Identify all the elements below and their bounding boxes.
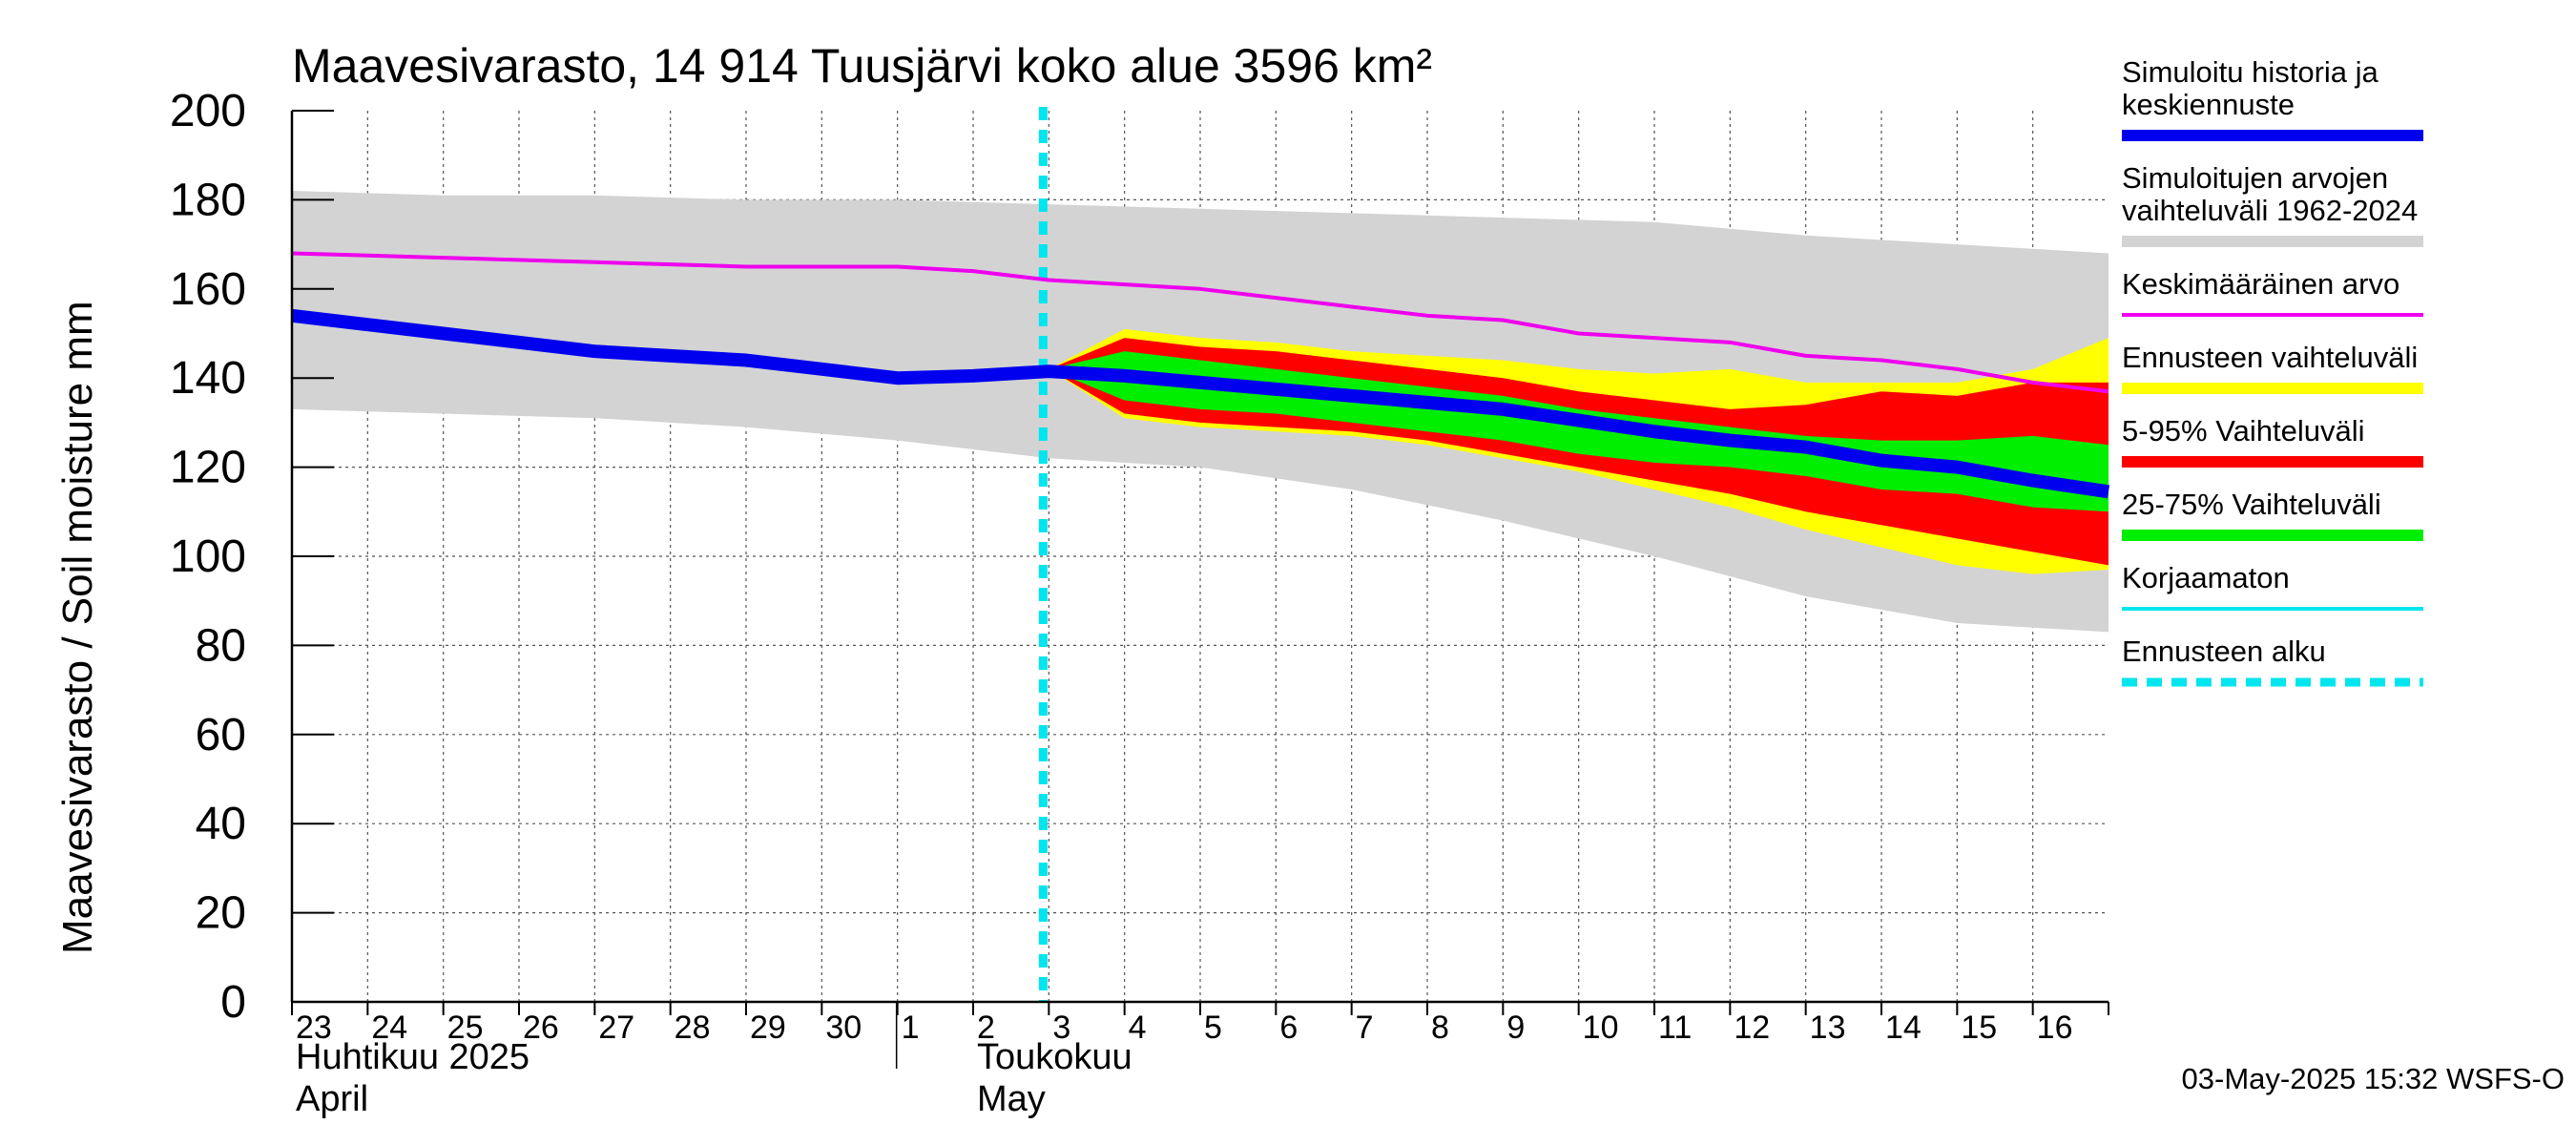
y-tick-labels: 0 20 40 60 80 100 120 140 160 180 200 (170, 86, 246, 1028)
y-tick-label: 20 (196, 888, 246, 939)
x-tick-label: 8 (1431, 1010, 1449, 1046)
x-tick-label: 2 (977, 1010, 995, 1046)
y-axis-label: Maavesivarasto / Soil moisture mm (54, 301, 101, 954)
legend-label: keskiennuste (2122, 88, 2295, 121)
legend-label: Ennusteen vaihteluväli (2122, 341, 2418, 374)
x-tick-label: 11 (1658, 1010, 1692, 1046)
x-tick-label: 12 (1734, 1010, 1770, 1046)
x-tick-label: 9 (1506, 1010, 1525, 1046)
y-tick-label: 80 (196, 620, 246, 671)
x-tick-label: 6 (1279, 1010, 1298, 1046)
x-tick-label: 26 (523, 1010, 559, 1046)
series-line-0 (291, 251, 2109, 394)
legend-label: 25-75% Vaihteluväli (2122, 488, 2381, 521)
x-tick-label: 7 (1356, 1010, 1374, 1046)
x-tick-label: 14 (1885, 1010, 1922, 1046)
legend-label: Simuloitu historia ja (2122, 55, 2379, 89)
y-tick-label: 120 (170, 443, 246, 493)
x-tick-label: 23 (296, 1010, 332, 1046)
x-tick-label: 29 (750, 1010, 786, 1046)
y-tick-label: 100 (170, 531, 246, 582)
x-tick-label: 4 (1129, 1010, 1147, 1046)
month-label-fi: Toukokuu (977, 1037, 1132, 1077)
chart-title: Maavesivarasto, 14 914 Tuusjärvi koko al… (292, 39, 1432, 93)
x-tick-label: 30 (825, 1010, 862, 1046)
lines (291, 107, 2110, 1002)
series-line-2 (291, 308, 2110, 499)
x-tick-label: 13 (1810, 1010, 1846, 1046)
x-tick-labels: 23 24 25 26 27 28 29 30 1 2 3 4 5 6 7 8 9 10 11 12 13 14 15 16 (296, 1010, 2072, 1046)
x-tick-label: 10 (1583, 1010, 1619, 1046)
y-tick-label: 140 (170, 353, 246, 404)
x-tick-label: 1 (902, 1010, 920, 1046)
legend-label: Simuloitujen arvojen (2122, 161, 2388, 195)
x-tick-label: 25 (447, 1010, 484, 1046)
legend-label: Keskimääräinen arvo (2122, 267, 2399, 301)
axes (290, 110, 2109, 1069)
x-tick-label: 24 (371, 1010, 407, 1046)
legend-label: Ennusteen alku (2122, 635, 2326, 668)
x-tick-label: 16 (2037, 1010, 2073, 1046)
footer-timestamp: 03-May-2025 15:32 WSFS-O (2182, 1062, 2565, 1095)
y-tick-label: 180 (170, 175, 246, 225)
y-tick-label: 200 (170, 86, 246, 136)
y-tick-label: 0 (220, 977, 246, 1028)
month-label-en: May (977, 1079, 1046, 1119)
month-label-fi: Huhtikuu 2025 (296, 1037, 530, 1077)
x-tick-label: 15 (1961, 1010, 1997, 1046)
month-label-en: April (296, 1079, 368, 1119)
y-tick-label: 160 (170, 264, 246, 315)
y-tick-label: 40 (196, 799, 246, 849)
legend-label: 5-95% Vaihteluväli (2122, 414, 2364, 448)
legend-label: vaihteluväli 1962-2024 (2122, 194, 2418, 227)
x-tick-label: 27 (598, 1010, 634, 1046)
x-tick-label: 28 (675, 1010, 711, 1046)
legend-label: Korjaamaton (2122, 561, 2290, 594)
y-tick-label: 60 (196, 710, 246, 760)
x-tick-label: 5 (1204, 1010, 1222, 1046)
x-tick-label: 3 (1052, 1010, 1070, 1046)
